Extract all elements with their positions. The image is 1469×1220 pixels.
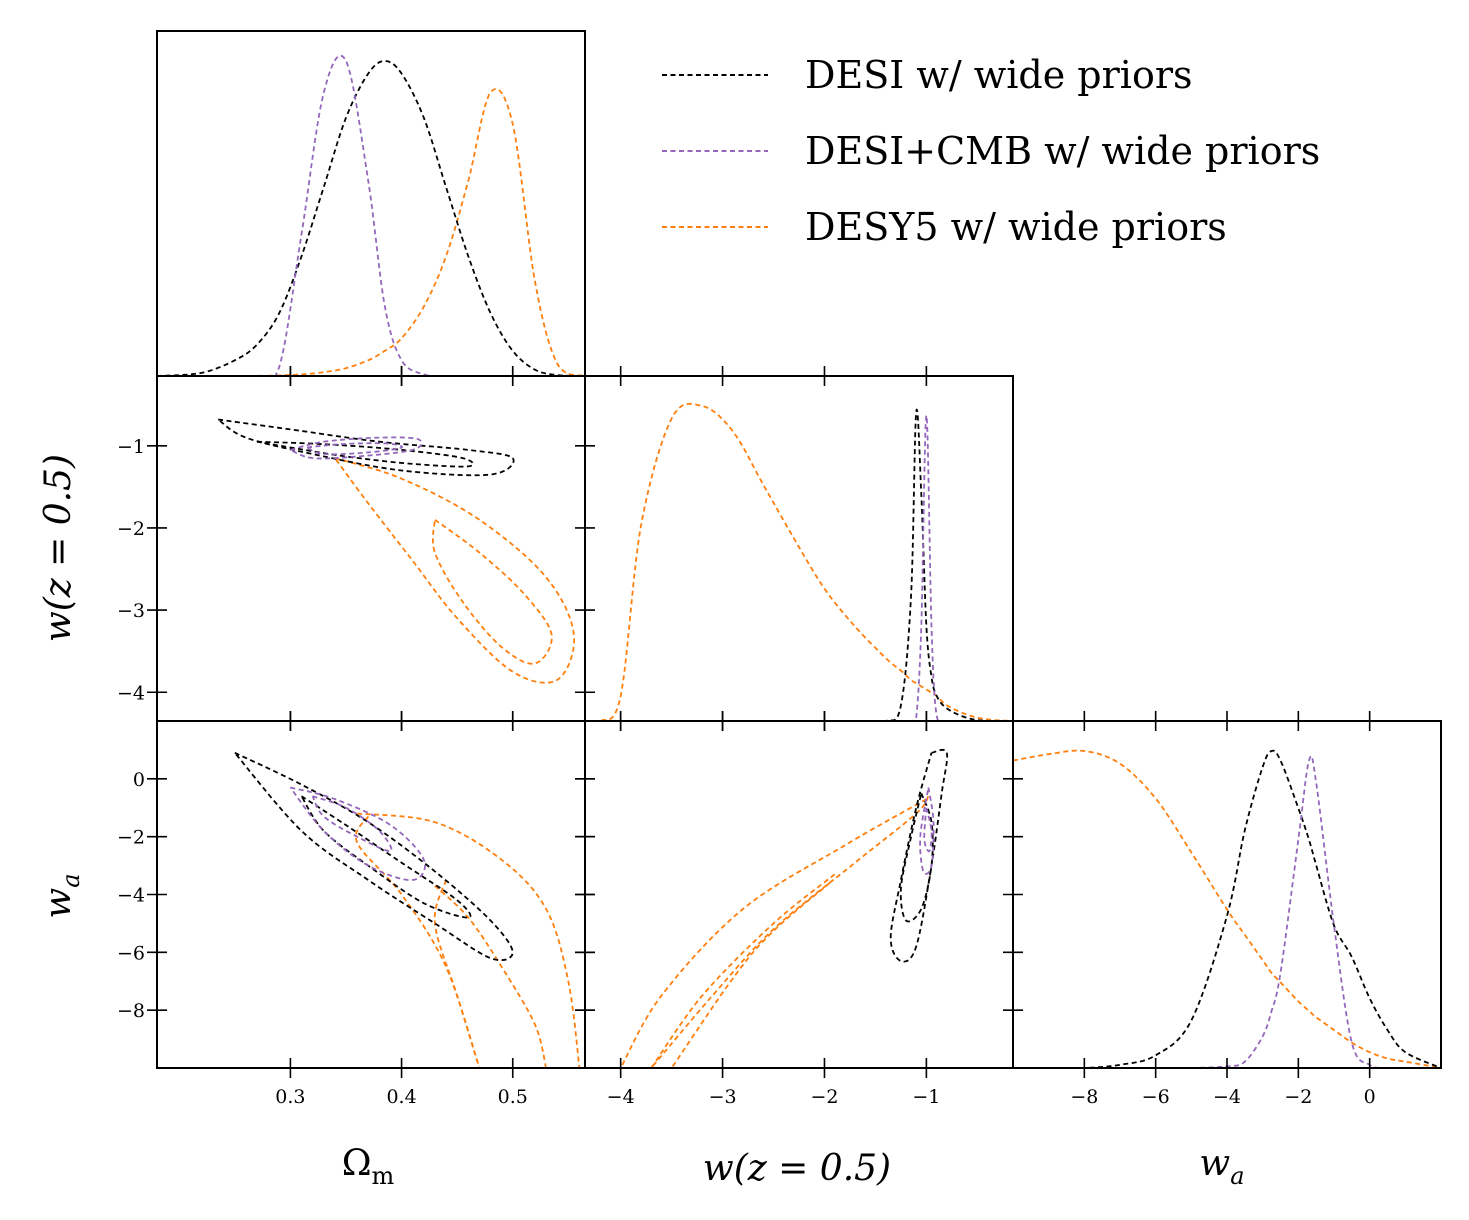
y-tick-label-wa: −6 [117,942,145,964]
panel-frames [156,30,1442,1069]
x-tick-label-w: −4 [607,1086,635,1108]
panel-frame-2-0 [156,720,586,1069]
contour-wa_vs_om-desi-cmb-0 [311,795,393,853]
contour-wa_vs_om-desi-cmb-1 [289,786,426,881]
marginal-curve-wa-desi [1013,749,1441,1068]
x-tick-label-om: 0.5 [498,1086,528,1108]
contour-wa_vs_w-desi-1 [889,748,949,963]
x-tick-label-wa: −4 [1213,1086,1241,1108]
x-axis-title-wa: wa [1199,1143,1244,1190]
contour-wa_vs_om-desy5-0 [434,885,547,1068]
contour-w_vs_om-desi-cmb-0 [306,442,404,456]
panel-frame-2-2 [1012,720,1442,1069]
y-tick-label-wa: −8 [117,1000,145,1022]
contour-wa_vs_om-desy5-2 [356,812,581,1068]
panel-frame-1-0 [156,375,586,722]
marginal-curve-wa-desi-cmb [1013,755,1441,1068]
y-tick-label-w: −3 [117,600,145,622]
contour-panel-wa_vs_om [234,751,581,1068]
marginal-curve-w-desi-cmb [585,414,1013,721]
marginal-curve-w-desy5 [585,402,1013,721]
x-axis-title-om: Ωm [342,1143,395,1190]
y-tick-label-wa: −4 [117,885,145,907]
y-tick-label-w: −2 [117,518,145,540]
contour-w_vs_om-desy5-1 [334,457,576,684]
y-tick-label-w: −1 [117,436,145,458]
y-axis-title-wa: wa [38,873,85,918]
marginal-curve-wa-desy5 [1013,749,1441,1068]
y-tick-label-w: −4 [117,682,145,704]
panel-frame-0-0 [156,30,586,377]
x-tick-label-w: −3 [709,1086,737,1108]
x-tick-label-wa: −8 [1070,1086,1098,1108]
marginal-curve-w-desi [585,408,1013,721]
legend-label-desi-cmb: DESI+CMB w/ wide priors [805,129,1320,173]
contour-wa_vs_w-desi-0 [899,792,934,923]
contour-wa_vs_om-desy5-1 [433,879,481,1068]
x-tick-label-om: 0.4 [386,1086,416,1108]
marginal-panel-w [585,402,1013,721]
contour-wa_vs_w-desy5-1 [670,882,831,1068]
legend-label-desy5: DESY5 w/ wide priors [805,205,1227,249]
panel-frame-2-1 [584,720,1014,1069]
contour-w_vs_om-desy5-0 [431,519,553,665]
contour-wa_vs_om-desi-1 [234,751,514,962]
y-tick-label-wa: −2 [117,827,145,849]
marginal-curve-om-desy5 [157,88,585,376]
y-axis-title-w: w(z = 0.5) [38,454,79,642]
axis-ticks [147,366,1371,1078]
contour-panel-wa_vs_w [619,748,949,1068]
legend-label-desi: DESI w/ wide priors [805,53,1193,97]
contour-wa_vs_om-desy5-3 [354,815,481,1068]
contour-w_vs_om-desi-0 [256,440,475,468]
marginal-panel-om [157,54,585,376]
plot-area [157,54,1441,1068]
marginal-curve-om-desi [157,60,585,376]
contour-wa_vs_w-desy5-2 [619,798,927,1068]
legend: DESI w/ wide priors DESI+CMB w/ wide pri… [662,53,1320,249]
x-tick-label-wa: −6 [1142,1086,1170,1108]
contour-wa_vs_w-desy5-3 [650,795,930,1068]
contour-w_vs_om-desi-1 [217,418,515,477]
contour-panel-w_vs_om [217,418,576,684]
y-tick-label-wa: 0 [133,769,145,791]
x-tick-label-wa: 0 [1364,1086,1376,1108]
marginal-curve-om-desi-cmb [157,54,585,376]
marginal-panel-wa [1013,749,1441,1068]
x-tick-label-w: −2 [810,1086,838,1108]
x-tick-label-wa: −2 [1284,1086,1312,1108]
contour-wa_vs_w-desi-cmb-1 [919,787,935,875]
x-tick-label-w: −1 [912,1086,940,1108]
x-tick-label-om: 0.3 [275,1086,305,1108]
x-axis-title-w: w(z = 0.5) [703,1148,891,1189]
contour-w_vs_om-desi-cmb-1 [290,436,423,460]
contour-wa_vs_w-desy5-0 [650,873,836,1068]
axis-labels: 0.3 0.4 0.5 −4 −3 −2 −1 −8 −6 −4 −2 0 −4 −3 −2 −1 −8 −6 −4… [38,436,1376,1190]
contour-wa_vs_w-desi-cmb-0 [923,807,933,853]
